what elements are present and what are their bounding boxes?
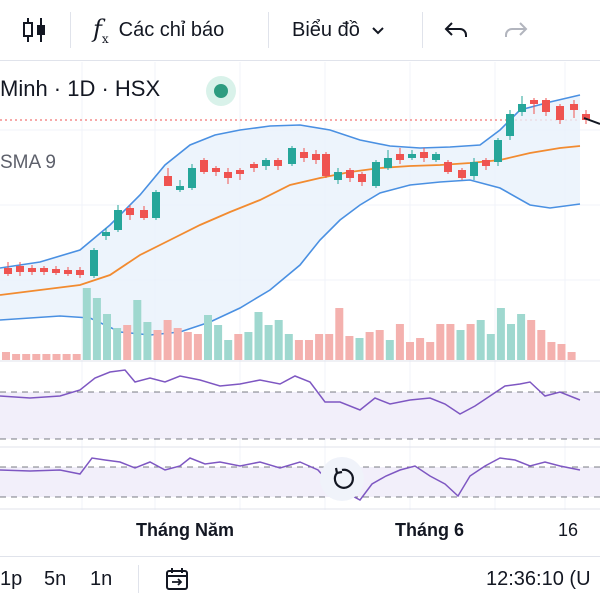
clock-time-label: 12:36:10 (U	[486, 567, 591, 590]
candles-icon[interactable]	[20, 0, 50, 60]
price-tracker	[583, 117, 600, 125]
undo-icon	[444, 22, 467, 37]
range-1n-label: 1n	[90, 567, 113, 590]
rsi-pane	[0, 369, 600, 440]
redo-button[interactable]	[503, 0, 529, 60]
symbol-legend: Minh · 1D · HSX	[0, 76, 161, 101]
clock-time[interactable]: 12:36:10 (U	[486, 557, 591, 601]
x-axis-label-june: Tháng 6	[395, 520, 465, 540]
candlesticks	[4, 96, 600, 278]
price-chart[interactable]	[0, 60, 600, 520]
range-1p-button[interactable]: 1p	[0, 557, 22, 601]
redo-icon	[505, 22, 528, 37]
x-axis-label-may: Tháng Năm	[136, 520, 235, 540]
volume-bars	[2, 288, 576, 360]
range-1n-button[interactable]: 1n	[90, 557, 112, 601]
oscillator-pane	[0, 457, 600, 501]
chart-type-button[interactable]: Biểu đồ	[292, 0, 386, 60]
range-5n-button[interactable]: 5n	[44, 557, 66, 601]
goto-date-button[interactable]	[164, 557, 190, 601]
chart-type-label: Biểu đồ	[292, 18, 360, 41]
rsi-line	[0, 369, 581, 415]
range-1p-label: 1p	[0, 567, 23, 590]
indicators-button[interactable]: fx Các chỉ báo	[93, 0, 224, 60]
oscillator-line	[0, 457, 581, 501]
x-axis-label-16: 16	[558, 520, 579, 540]
undo-button[interactable]	[443, 0, 469, 60]
range-5n-label: 5n	[44, 567, 67, 590]
bottom-bar: 1p 5n 1n 12:36:10 (U	[0, 556, 600, 601]
calendar-icon	[166, 568, 188, 590]
reset-chart-button[interactable]	[320, 457, 364, 501]
market-status-dot	[206, 76, 236, 106]
sma-indicator-label[interactable]: SMA 9	[0, 152, 56, 173]
fx-icon: fx	[93, 14, 109, 46]
indicators-label: Các chỉ báo	[118, 18, 225, 41]
refresh-icon	[333, 467, 354, 489]
top-toolbar: fx Các chỉ báo Biểu đồ	[0, 0, 600, 61]
chevron-down-icon	[372, 27, 384, 35]
